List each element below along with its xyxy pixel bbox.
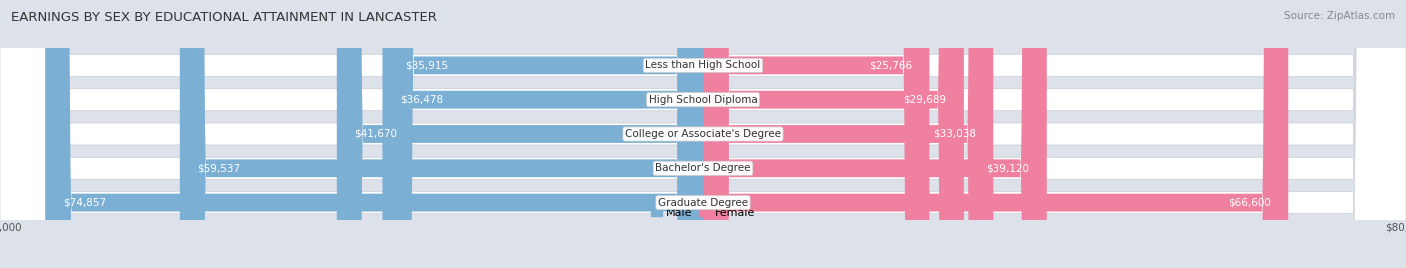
Text: College or Associate's Degree: College or Associate's Degree xyxy=(626,129,780,139)
Text: $36,478: $36,478 xyxy=(401,95,443,105)
Text: High School Diploma: High School Diploma xyxy=(648,95,758,105)
Text: $66,600: $66,600 xyxy=(1227,198,1271,208)
Text: $59,537: $59,537 xyxy=(197,163,240,173)
FancyBboxPatch shape xyxy=(388,0,703,268)
FancyBboxPatch shape xyxy=(703,0,1288,268)
FancyBboxPatch shape xyxy=(382,0,703,268)
FancyBboxPatch shape xyxy=(703,0,929,268)
Legend: Male, Female: Male, Female xyxy=(651,207,755,218)
Text: EARNINGS BY SEX BY EDUCATIONAL ATTAINMENT IN LANCASTER: EARNINGS BY SEX BY EDUCATIONAL ATTAINMEN… xyxy=(11,11,437,24)
FancyBboxPatch shape xyxy=(45,0,703,268)
Text: $29,689: $29,689 xyxy=(903,95,946,105)
Text: $25,766: $25,766 xyxy=(869,60,912,70)
FancyBboxPatch shape xyxy=(337,0,703,268)
FancyBboxPatch shape xyxy=(703,0,1046,268)
Text: Graduate Degree: Graduate Degree xyxy=(658,198,748,208)
Text: $74,857: $74,857 xyxy=(63,198,105,208)
Text: $39,120: $39,120 xyxy=(986,163,1029,173)
Text: $33,038: $33,038 xyxy=(932,129,976,139)
FancyBboxPatch shape xyxy=(703,0,965,268)
Text: $41,670: $41,670 xyxy=(354,129,398,139)
FancyBboxPatch shape xyxy=(180,0,703,268)
Text: Source: ZipAtlas.com: Source: ZipAtlas.com xyxy=(1284,11,1395,21)
Text: $35,915: $35,915 xyxy=(405,60,449,70)
Text: Less than High School: Less than High School xyxy=(645,60,761,70)
Text: Bachelor's Degree: Bachelor's Degree xyxy=(655,163,751,173)
FancyBboxPatch shape xyxy=(703,0,993,268)
